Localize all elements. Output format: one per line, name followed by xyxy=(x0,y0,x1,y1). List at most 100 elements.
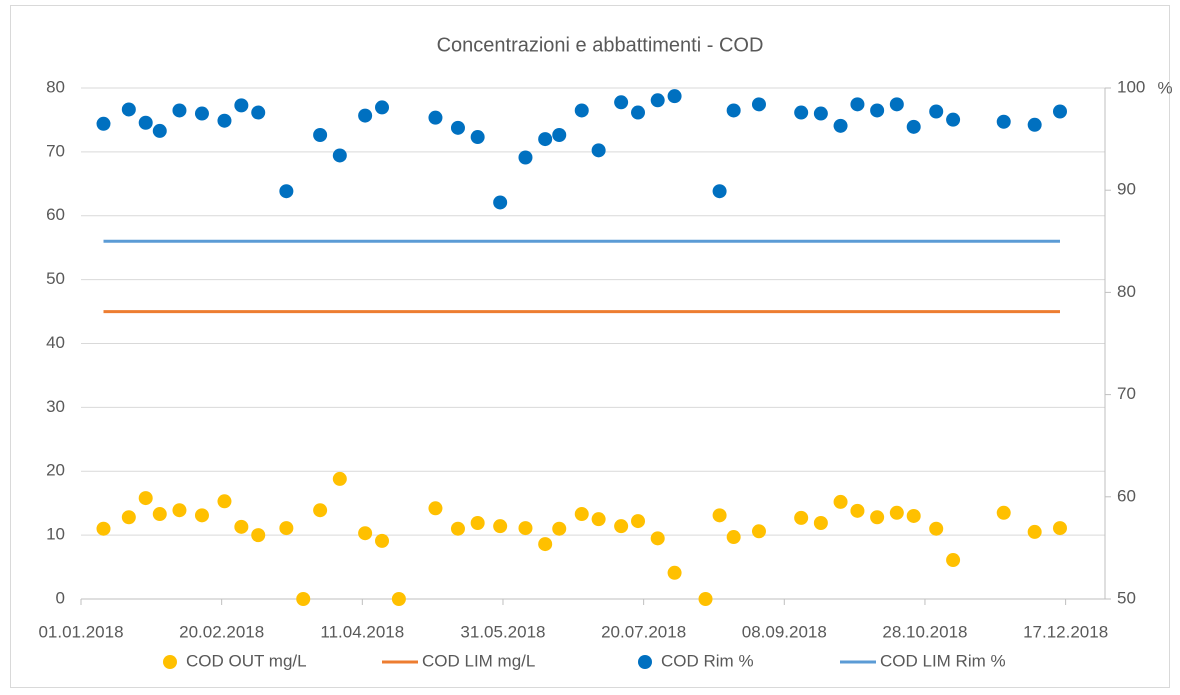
x-tick-label: 31.05.2018 xyxy=(460,622,545,641)
data-point xyxy=(428,501,443,516)
data-point xyxy=(121,102,136,117)
data-point xyxy=(870,103,885,118)
data-point xyxy=(870,510,885,525)
data-point xyxy=(726,530,741,545)
data-point xyxy=(1027,524,1042,539)
data-point xyxy=(794,510,809,525)
data-point xyxy=(631,105,646,120)
y-tick-label: 80 xyxy=(46,77,65,96)
data-point xyxy=(591,512,606,527)
data-point xyxy=(552,521,567,536)
y-tick-label: 20 xyxy=(46,461,65,480)
data-point xyxy=(906,119,921,134)
y2-tick-label: 80 xyxy=(1117,282,1136,301)
y2-tick-label: 90 xyxy=(1117,180,1136,199)
data-point xyxy=(172,503,187,518)
data-point xyxy=(217,494,232,509)
data-point xyxy=(946,112,961,127)
data-point xyxy=(574,103,589,118)
data-point xyxy=(450,120,465,135)
x-tick-label: 08.09.2018 xyxy=(742,622,827,641)
data-point xyxy=(313,503,328,518)
data-point xyxy=(470,515,485,530)
y-tick-label: 60 xyxy=(46,205,65,224)
data-point xyxy=(906,508,921,523)
data-point xyxy=(194,508,209,523)
data-point xyxy=(296,592,311,606)
y-tick-label: 40 xyxy=(46,333,65,352)
y-tick-label: 30 xyxy=(46,397,65,416)
data-point xyxy=(712,184,727,199)
legend-label: COD OUT mg/L xyxy=(186,651,307,670)
data-point xyxy=(667,565,682,580)
data-point xyxy=(172,103,187,118)
data-point xyxy=(138,115,153,130)
data-point xyxy=(833,118,848,133)
data-point xyxy=(996,505,1011,520)
data-point xyxy=(391,592,406,606)
data-point xyxy=(946,553,961,568)
data-point xyxy=(121,510,136,525)
y2-tick-label: 70 xyxy=(1117,384,1136,403)
data-point xyxy=(833,494,848,509)
data-point xyxy=(538,537,553,552)
y2-tick-label: 60 xyxy=(1117,486,1136,505)
data-point xyxy=(1052,104,1067,119)
data-point xyxy=(375,533,390,548)
x-tick-label: 28.10.2018 xyxy=(882,622,967,641)
data-point xyxy=(552,128,567,143)
y-tick-label: 50 xyxy=(46,269,65,288)
legend-marker xyxy=(163,655,177,669)
y-tick-label: 70 xyxy=(46,141,65,160)
data-point xyxy=(470,130,485,145)
data-point xyxy=(650,531,665,546)
data-point xyxy=(358,526,373,541)
data-point xyxy=(889,97,904,112)
data-point xyxy=(428,110,443,125)
data-point xyxy=(96,116,111,131)
data-point xyxy=(751,524,766,539)
data-point xyxy=(518,521,533,536)
data-point xyxy=(667,89,682,104)
legend-label: COD LIM Rim % xyxy=(880,651,1006,670)
data-point xyxy=(358,108,373,123)
data-point xyxy=(751,97,766,112)
data-point xyxy=(234,98,249,113)
data-point xyxy=(313,128,328,143)
data-point xyxy=(650,93,665,108)
data-point xyxy=(375,100,390,115)
data-point xyxy=(332,471,347,486)
data-point xyxy=(929,521,944,536)
data-point xyxy=(698,592,713,606)
data-point xyxy=(279,184,294,199)
x-tick-label: 11.04.2018 xyxy=(320,622,404,641)
data-point xyxy=(614,519,629,534)
data-point xyxy=(614,95,629,110)
legend-marker xyxy=(638,655,652,669)
y-tick-label: 0 xyxy=(56,588,65,607)
data-point xyxy=(493,519,508,534)
data-point xyxy=(850,503,865,518)
data-point xyxy=(591,143,606,158)
data-point xyxy=(217,113,232,128)
data-point xyxy=(850,97,865,112)
y2-tick-label: 50 xyxy=(1117,588,1136,607)
y2-tick-label: 100 xyxy=(1117,77,1145,96)
data-point xyxy=(889,505,904,520)
x-tick-label: 20.07.2018 xyxy=(601,622,686,641)
data-point xyxy=(332,148,347,163)
data-point xyxy=(813,515,828,530)
data-point xyxy=(538,132,553,147)
data-point xyxy=(152,507,167,522)
data-point xyxy=(631,514,646,529)
legend-label: COD Rim % xyxy=(661,651,754,670)
data-point xyxy=(1027,117,1042,132)
chart-title: Concentrazioni e abbattimenti - COD xyxy=(437,34,764,56)
data-point xyxy=(96,521,111,536)
data-point xyxy=(194,106,209,121)
data-point xyxy=(813,106,828,121)
data-point xyxy=(138,491,153,506)
legend-label: COD LIM mg/L xyxy=(422,651,535,670)
y2-axis-label: % xyxy=(1157,78,1172,97)
data-point xyxy=(251,528,266,543)
